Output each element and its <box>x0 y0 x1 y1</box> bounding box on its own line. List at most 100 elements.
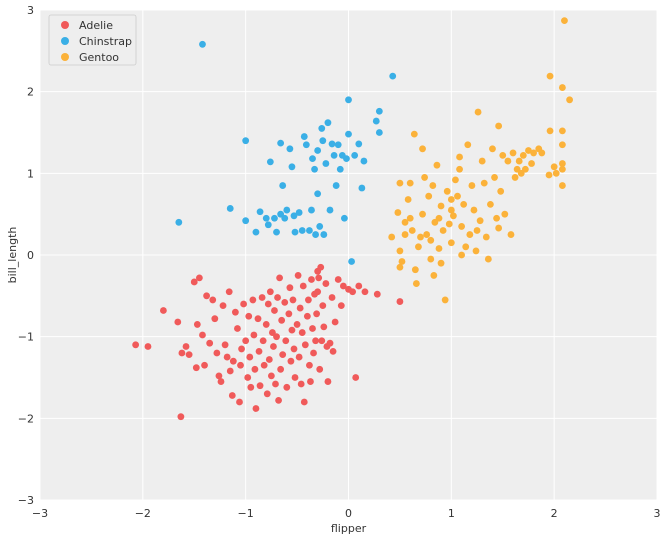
y-tick-label: 3 <box>27 4 34 17</box>
data-point <box>326 339 334 347</box>
data-point <box>215 372 223 380</box>
data-point <box>223 353 231 361</box>
data-point <box>482 233 490 241</box>
data-point <box>429 182 437 189</box>
data-point <box>331 318 339 326</box>
x-tick-labels: −3 −2 −1 0 1 2 3 <box>32 507 661 520</box>
data-point <box>231 308 239 316</box>
data-point <box>478 157 486 165</box>
x-tick-label: −3 <box>32 507 48 520</box>
data-point <box>178 349 186 357</box>
data-point <box>283 206 291 214</box>
data-point <box>182 343 190 350</box>
series-chinstrap <box>175 40 397 265</box>
data-point <box>236 398 243 406</box>
data-point <box>507 231 515 238</box>
data-point <box>263 390 271 398</box>
data-point <box>229 357 237 365</box>
data-point <box>270 343 277 350</box>
data-point <box>558 160 566 167</box>
data-point <box>306 227 313 234</box>
data-point <box>298 329 306 336</box>
data-point <box>427 255 435 263</box>
data-point <box>242 217 250 225</box>
data-point <box>265 356 273 363</box>
data-point <box>340 214 348 222</box>
data-point <box>472 247 480 255</box>
data-point <box>296 304 304 312</box>
data-point <box>398 258 406 265</box>
data-point <box>298 227 306 234</box>
data-point <box>458 251 466 259</box>
data-point <box>266 158 274 166</box>
data-point <box>411 266 419 274</box>
data-point <box>240 300 248 308</box>
data-point <box>266 288 274 296</box>
data-point <box>318 125 326 132</box>
data-point <box>295 209 303 216</box>
data-point <box>302 141 310 149</box>
data-point <box>262 214 270 222</box>
data-point <box>307 378 314 385</box>
data-point <box>177 413 185 421</box>
data-point <box>389 72 397 80</box>
data-point <box>209 296 217 304</box>
data-point <box>192 364 200 372</box>
legend: Adelie Chinstrap Gentoo <box>48 14 137 66</box>
legend-label: Chinstrap <box>79 35 132 48</box>
data-point <box>282 337 290 345</box>
data-point <box>317 263 325 271</box>
data-point <box>237 361 244 369</box>
data-point <box>195 274 203 282</box>
data-point <box>396 298 404 305</box>
y-tick-label: −1 <box>18 331 34 344</box>
data-point <box>185 351 193 359</box>
data-point <box>238 345 245 353</box>
data-point <box>319 137 327 145</box>
data-point <box>291 374 299 381</box>
data-point <box>311 165 318 173</box>
data-point <box>288 163 296 171</box>
data-point <box>226 205 234 212</box>
data-point <box>447 206 455 214</box>
data-point <box>228 392 236 399</box>
data-point <box>316 223 324 230</box>
data-point <box>546 127 554 135</box>
data-point <box>271 307 278 314</box>
legend-label: Gentoo <box>79 51 119 64</box>
data-point <box>445 220 453 228</box>
data-point <box>468 182 476 189</box>
data-point <box>308 276 315 283</box>
data-point <box>449 212 457 220</box>
data-point <box>552 169 560 177</box>
series-adelie <box>132 263 404 421</box>
data-point <box>351 151 359 159</box>
data-point <box>452 176 459 184</box>
data-point <box>213 349 221 357</box>
data-point <box>290 345 298 353</box>
data-point <box>473 227 481 234</box>
data-point <box>175 218 183 226</box>
data-point <box>425 192 433 200</box>
data-point <box>497 187 505 195</box>
data-point <box>283 383 291 391</box>
data-point <box>538 149 546 157</box>
data-point <box>313 310 321 318</box>
data-point <box>312 337 319 345</box>
data-point <box>319 302 327 310</box>
data-point <box>550 163 558 171</box>
data-point <box>271 214 278 222</box>
data-point <box>339 282 347 290</box>
data-point <box>430 272 438 279</box>
data-point <box>558 127 566 135</box>
data-point <box>314 288 322 296</box>
data-point <box>334 141 342 149</box>
data-point <box>332 182 340 189</box>
data-point <box>435 214 443 222</box>
data-point <box>250 331 258 339</box>
data-point <box>267 372 275 380</box>
data-points <box>132 17 573 421</box>
data-point <box>289 296 297 304</box>
data-point <box>337 302 345 310</box>
